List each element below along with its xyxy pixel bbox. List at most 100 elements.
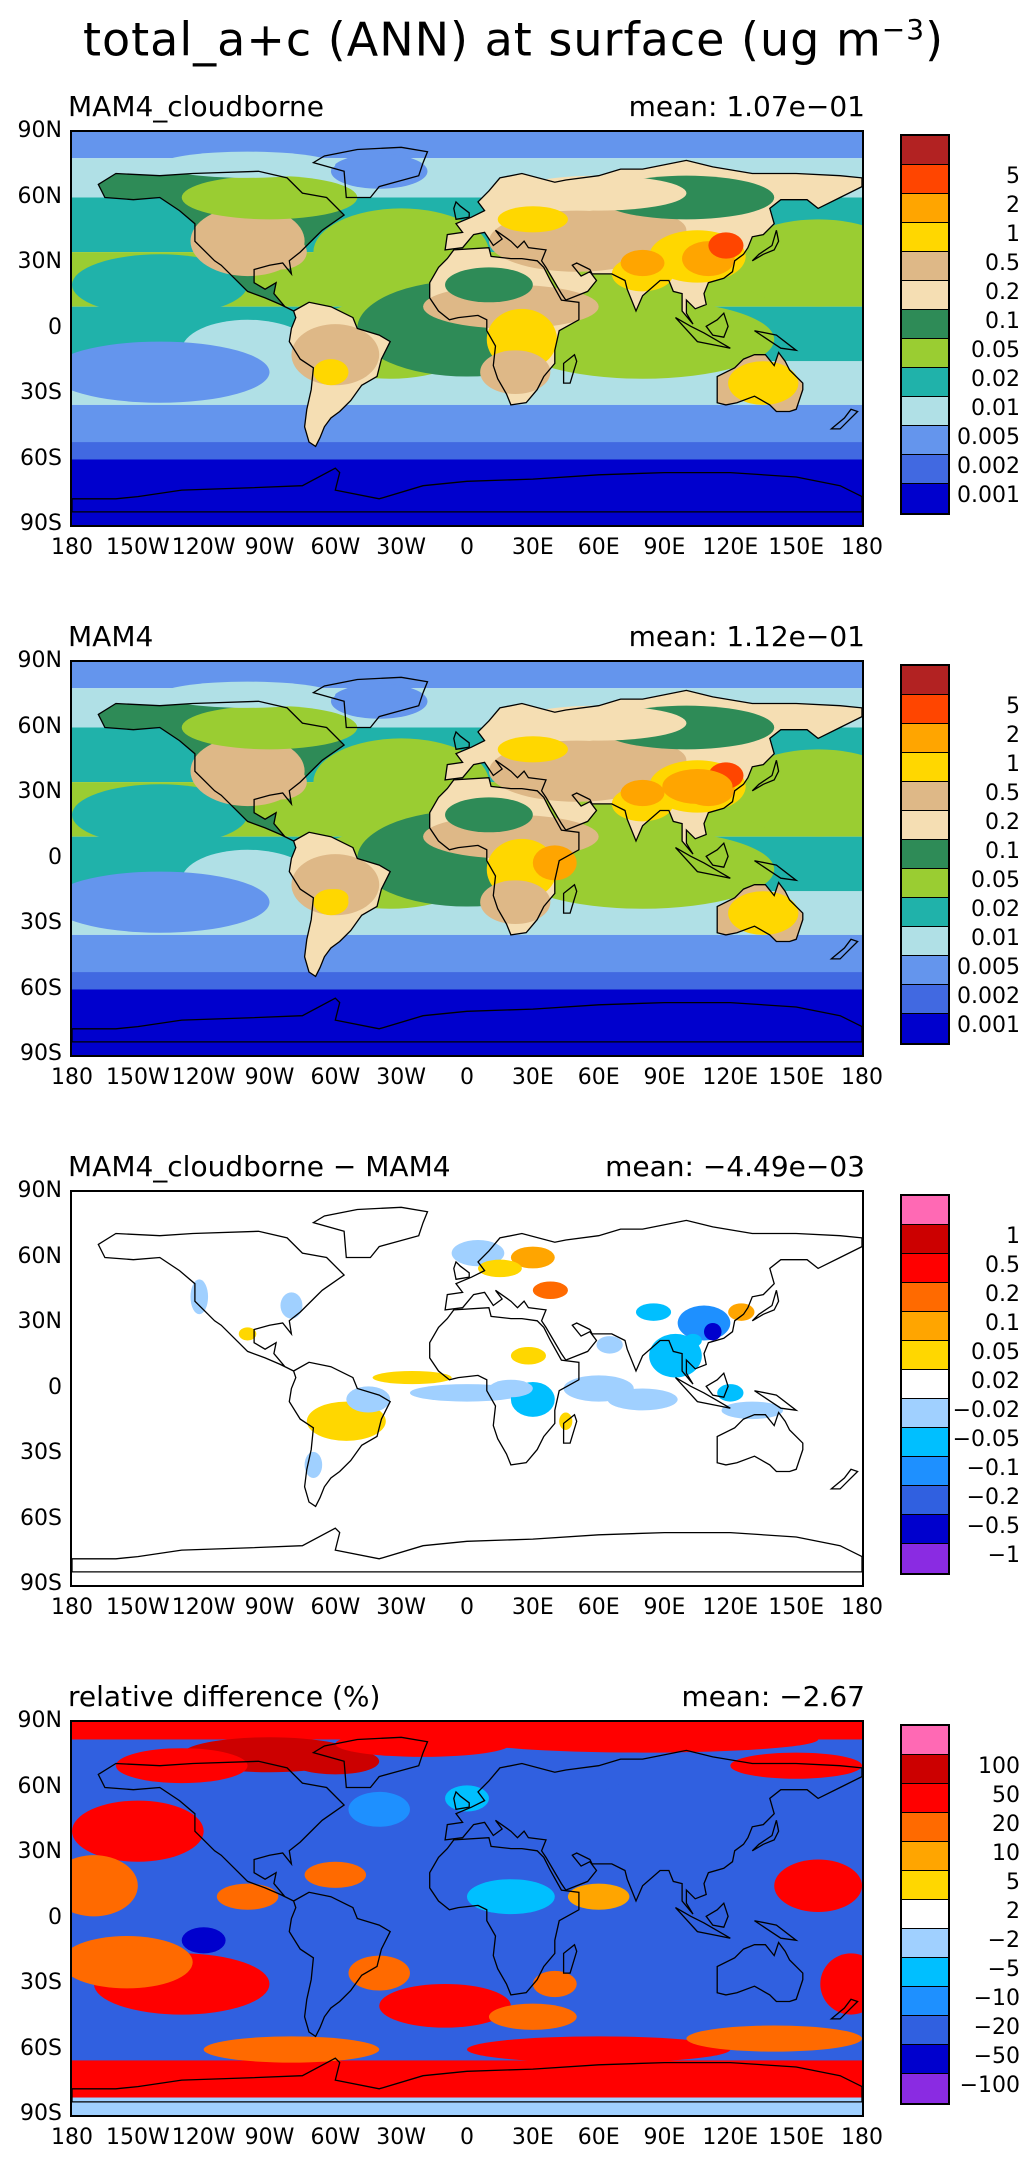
land-region-7 [445,797,533,833]
coastline-borneo [705,1371,729,1398]
coastline-indonesia [675,1377,731,1409]
colorbar-label: 0.5 [985,1253,1020,1278]
y-tick-label: 60S [20,1505,62,1531]
band-southern [72,972,862,990]
band-polar-south [72,2060,862,2098]
coastline-australia [716,881,804,943]
y-tick-label: 90S [20,1571,62,1596]
rel-region-2 [115,1748,248,1784]
band-antarctic [72,2097,862,2115]
rel-region-21 [686,2025,862,2052]
y-tick-label: 30N [17,249,62,274]
colorbar-label: 0.2 [985,280,1020,305]
x-tick-label: 60W [310,2125,361,2150]
colorbar-label: 0.1 [985,839,1020,864]
x-tick-label: 120W [171,1595,236,1620]
colorbar-swatch [902,165,948,194]
coastline-borneo [705,1901,729,1928]
x-tick-label: 90W [244,535,295,560]
y-tick-label: 60S [20,975,62,1001]
coastline-new-zealand [829,408,859,430]
y-tick-label: 60S [20,445,62,471]
x-tick-label: 30E [511,1065,554,1090]
colorbar-swatch [902,1283,948,1312]
colorbar-label: 0.5 [985,781,1020,806]
diff-region-17 [677,1305,731,1341]
coastline-borneo [705,311,729,338]
colorbar-label: −0.2 [966,1485,1020,1510]
diff-region-9 [372,1371,452,1385]
coastline-eurasia [444,159,862,325]
colorbar-label: 100 [978,1754,1020,1779]
y-tick-label: 60N [17,713,62,739]
colorbar-label: −0.05 [952,1427,1020,1452]
colorbar-label: 5 [1006,694,1020,719]
colorbar-label: 50 [992,1783,1020,1808]
rel-region-19 [203,2036,380,2063]
colorbar-label: 0.005 [957,955,1020,980]
colorbar-label: −1 [987,1543,1020,1568]
ocean-region-5 [72,784,248,846]
colorbar-label: 10 [992,1841,1020,1866]
map-svg [72,1192,862,1585]
colorbar-label: 0.005 [957,425,1020,450]
colorbar-label: 0.5 [985,251,1020,276]
panel-mean: mean: −2.67 [681,1680,865,1713]
figure-title: total_a+c (ANN) at surface (ug m−3) [82,12,945,67]
colorbar-swatch [902,310,948,339]
y-tick-label: 0 [48,844,62,870]
map-plot [70,130,864,527]
coastline-madagascar [562,883,578,914]
diff-region-0 [451,1240,505,1267]
x-tick-label: 150W [105,535,170,560]
coastline-new-guinea [754,1920,799,1942]
land-region-21 [159,681,336,708]
panel-title: MAM4_cloudborne − MAM4 [68,1150,451,1183]
rel-region-27 [181,1927,226,1954]
x-tick-label: 150E [768,535,825,560]
rel-region-10 [379,1984,511,2028]
colorbar-swatch [902,1755,948,1784]
colorbar-swatch [902,1900,948,1929]
coastline-australia [716,351,804,413]
colorbar-swatch [902,898,948,927]
land-region-3 [313,359,349,386]
x-tick-label: 150W [105,1065,170,1090]
colorbar-swatch [902,695,948,724]
x-tick-label: 180 [841,1065,883,1090]
hotspot-2 [322,889,349,907]
diff-region-5 [280,1292,303,1319]
coastline-greenland [311,1736,429,1789]
y-tick-label: 60N [17,1773,62,1799]
coastline-greenland [311,1206,429,1259]
land-region-1 [254,234,307,270]
diff-region-22 [596,1336,623,1354]
colorbar-label: 0.05 [971,338,1020,363]
rel-region-18 [532,1970,577,1998]
diff-region-13 [510,1347,546,1365]
colorbar-swatch [902,1014,948,1043]
land-region-9 [554,208,687,253]
rel-region-1 [291,1748,380,1775]
map-panel-cloudborne: MAM4_cloudborne mean: 1.07e−01 90N 60N 30N… [0,90,1027,600]
x-tick-label: 150E [768,1065,825,1090]
y-tick-label: 90N [17,648,62,673]
x-tick-label: 90E [643,2125,686,2150]
panel-mean: mean: −4.49e−03 [605,1150,865,1183]
diff-region-2 [477,1259,522,1278]
x-tick-label: 150E [768,1595,825,1620]
land-region-14 [620,249,665,277]
x-tick-label: 30E [511,1595,554,1620]
land-region-7 [445,267,533,303]
colorbar-swatch [902,1987,948,2016]
colorbar-swatch [902,1842,948,1871]
colorbar-swatch [902,1254,948,1283]
colorbar-swatch [902,1428,948,1457]
x-tick-label: 90W [244,1595,295,1620]
x-tick-label: 90W [244,2125,295,2150]
coastline-greenland [311,146,429,199]
panel-title: MAM4_cloudborne [68,90,325,123]
coastline-new-guinea [754,860,799,882]
diff-region-6 [238,1327,257,1341]
rel-region-16 [304,1861,367,1888]
